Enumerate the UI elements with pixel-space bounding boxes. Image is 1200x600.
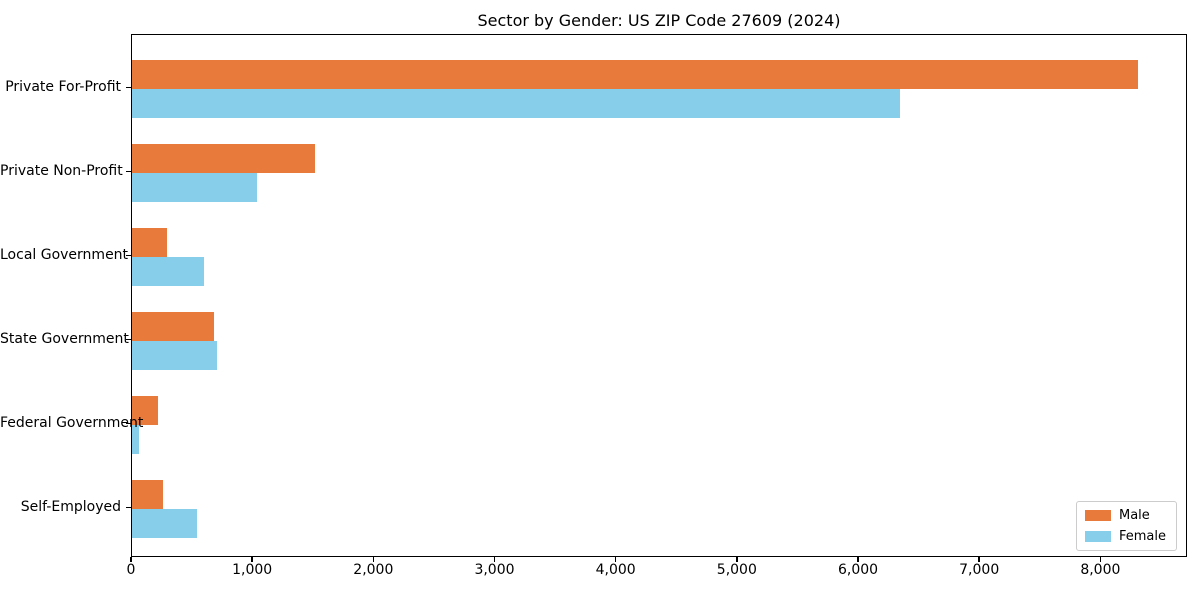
bar-male-federal-government bbox=[132, 395, 159, 425]
x-tick-mark bbox=[857, 557, 859, 562]
chart-title: Sector by Gender: US ZIP Code 27609 (202… bbox=[477, 11, 841, 30]
x-tick-mark bbox=[251, 557, 253, 562]
bar-female-private-for-profit bbox=[132, 88, 901, 118]
bar-female-private-non-profit bbox=[132, 172, 257, 202]
bar-male-private-non-profit bbox=[132, 143, 315, 173]
bar-male-state-government bbox=[132, 311, 215, 341]
y-axis-label: Federal Government bbox=[0, 414, 144, 431]
x-tick-mark bbox=[372, 557, 375, 562]
x-tick-label: 6,000 bbox=[837, 562, 879, 578]
legend-label-male: Male bbox=[1118, 508, 1150, 523]
x-tick-label: 4,000 bbox=[595, 562, 636, 578]
y-tick-mark bbox=[126, 170, 131, 173]
legend-entry-male: Male bbox=[1084, 508, 1166, 523]
y-tick-mark bbox=[126, 86, 131, 89]
x-tick-label: 5,000 bbox=[716, 562, 757, 578]
bar-female-federal-government bbox=[132, 424, 140, 454]
legend-swatch-male-icon bbox=[1084, 510, 1111, 521]
y-axis-label: Local Government bbox=[0, 246, 129, 263]
y-axis-label: State Government bbox=[0, 330, 129, 347]
bar-female-self-employed bbox=[132, 508, 198, 538]
y-tick-mark bbox=[126, 506, 131, 509]
x-tick-label: 7,000 bbox=[959, 562, 1000, 578]
x-tick-mark bbox=[130, 557, 132, 562]
x-tick-label: 2,000 bbox=[353, 562, 394, 578]
legend-swatch-female-icon bbox=[1084, 531, 1111, 542]
x-tick-mark bbox=[736, 557, 738, 562]
legend: Male Female bbox=[1075, 501, 1177, 551]
x-tick-label: 1,000 bbox=[232, 562, 273, 578]
x-tick-mark bbox=[614, 557, 617, 562]
x-tick-label: 8,000 bbox=[1080, 562, 1121, 578]
y-axis-label: Self-Employed bbox=[20, 498, 121, 515]
y-axis-label: Private Non-Profit bbox=[0, 162, 123, 179]
legend-entry-female: Female bbox=[1084, 529, 1166, 544]
x-tick-mark bbox=[1099, 557, 1102, 562]
x-tick-label: 3,000 bbox=[474, 562, 515, 578]
x-tick-label: 0 bbox=[126, 562, 136, 578]
bar-male-self-employed bbox=[132, 479, 163, 509]
y-tick-mark bbox=[126, 338, 131, 341]
legend-label-female: Female bbox=[1118, 529, 1166, 544]
y-tick-mark bbox=[126, 422, 131, 425]
y-axis-label: Private For-Profit bbox=[5, 78, 121, 95]
plot-area: Male Female bbox=[131, 34, 1187, 557]
bar-female-state-government bbox=[132, 340, 218, 370]
x-tick-mark bbox=[978, 557, 980, 562]
x-tick-mark bbox=[493, 557, 496, 562]
bar-male-private-for-profit bbox=[132, 59, 1138, 89]
bar-male-local-government bbox=[132, 227, 168, 257]
y-tick-mark bbox=[126, 254, 131, 257]
bar-female-local-government bbox=[132, 256, 205, 286]
